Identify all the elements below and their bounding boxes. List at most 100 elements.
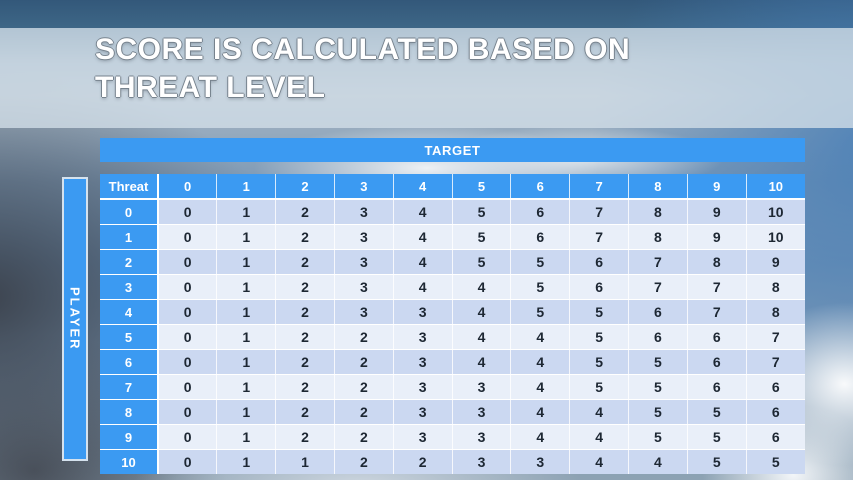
row-header-threat-10: 10 [100,449,159,474]
score-cell: 5 [687,449,747,474]
slide-title-line2: THREAT LEVEL [95,71,326,104]
score-cell: 6 [510,224,571,250]
score-cell: 7 [628,249,688,275]
score-cell: 0 [158,224,218,250]
score-cell: 5 [628,349,688,375]
score-cell: 6 [746,374,805,400]
row-header-threat-6: 6 [100,349,159,375]
score-cell: 1 [216,274,277,300]
score-cell: 5 [510,299,571,325]
col-header-2: 2 [275,174,335,200]
score-cell: 8 [628,224,688,250]
score-cell: 4 [510,324,571,350]
score-cell: 1 [216,224,277,250]
score-cell: 0 [158,274,218,300]
score-cell: 4 [510,424,571,450]
score-cell: 5 [628,374,688,400]
score-cell: 0 [158,199,218,225]
score-cell: 5 [569,299,629,325]
score-cell: 0 [158,349,218,375]
score-cell: 5 [510,274,571,300]
col-header-5: 5 [452,174,512,200]
score-cell: 5 [569,374,629,400]
score-cell: 0 [158,424,218,450]
score-cell: 2 [275,424,335,450]
score-cell: 4 [510,349,571,375]
score-cell: 6 [569,274,629,300]
score-cell: 2 [334,324,394,350]
player-header-band: PLAYER [62,177,88,461]
score-table: Threat 0 1 2 3 4 5 6 7 8 9 10 0 0 1 2 3 4 5 6 7 8 9 10 1 0 1 2 3 4 5 6 7… [100,174,805,474]
score-cell: 3 [452,449,512,474]
table-row: 1 0 1 2 3 4 5 6 7 8 9 10 [100,224,805,250]
player-label: PLAYER [67,287,83,351]
score-cell: 5 [628,399,688,425]
row-header-threat-3: 3 [100,274,159,300]
score-cell: 8 [746,299,805,325]
score-cell: 4 [452,349,512,375]
score-cell: 1 [216,199,277,225]
score-cell: 2 [275,399,335,425]
row-header-threat-5: 5 [100,324,159,350]
score-cell: 5 [628,424,688,450]
score-cell: 3 [393,374,453,400]
score-cell: 7 [687,274,747,300]
score-cell: 2 [275,249,335,275]
score-cell: 2 [334,449,394,474]
score-cell: 7 [628,274,688,300]
score-cell: 0 [158,449,218,474]
score-cell: 4 [510,399,571,425]
score-cell: 2 [334,374,394,400]
score-cell: 7 [569,224,629,250]
score-cell: 0 [158,399,218,425]
score-cell: 1 [275,449,335,474]
score-cell: 2 [334,349,394,375]
col-header-3: 3 [334,174,394,200]
score-cell: 10 [746,199,805,225]
score-cell: 2 [334,424,394,450]
score-cell: 3 [510,449,571,474]
col-header-0: 0 [158,174,218,200]
score-cell: 9 [746,249,805,275]
score-cell: 5 [687,424,747,450]
score-cell: 4 [452,324,512,350]
score-cell: 5 [746,449,805,474]
score-cell: 8 [628,199,688,225]
score-cell: 6 [628,299,688,325]
score-cell: 3 [452,374,512,400]
row-header-threat-4: 4 [100,299,159,325]
score-cell: 3 [334,299,394,325]
row-header-threat-1: 1 [100,224,159,250]
score-cell: 4 [393,199,453,225]
score-cell: 3 [452,424,512,450]
score-cell: 4 [452,274,512,300]
score-cell: 1 [216,399,277,425]
score-cell: 6 [746,424,805,450]
score-cell: 2 [275,274,335,300]
score-cell: 2 [275,199,335,225]
score-cell: 3 [393,299,453,325]
score-cell: 5 [452,224,512,250]
score-cell: 3 [334,274,394,300]
score-cell: 6 [687,324,747,350]
score-cell: 3 [334,199,394,225]
score-cell: 7 [746,324,805,350]
score-cell: 4 [510,374,571,400]
score-cell: 5 [687,399,747,425]
corner-header-cell: Threat [100,174,159,200]
score-cell: 4 [569,424,629,450]
score-cell: 9 [687,199,747,225]
score-cell: 4 [569,449,629,474]
score-cell: 8 [746,274,805,300]
score-cell: 6 [628,324,688,350]
score-cell: 2 [275,299,335,325]
score-cell: 1 [216,449,277,474]
score-cell: 2 [275,324,335,350]
score-cell: 5 [569,324,629,350]
col-header-8: 8 [628,174,688,200]
score-cell: 4 [452,299,512,325]
